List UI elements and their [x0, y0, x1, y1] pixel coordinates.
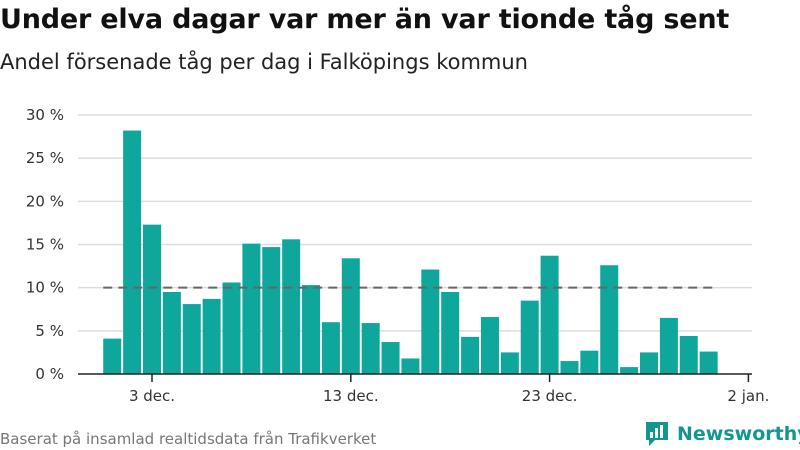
chart-subtitle: Andel försenade tåg per dag i Falköpings…: [0, 50, 528, 74]
bars: [103, 130, 718, 374]
bar: [421, 269, 440, 374]
bar: [262, 247, 281, 374]
bar: [123, 130, 142, 374]
chart-title: Under elva dagar var mer än var tionde t…: [0, 4, 730, 35]
bar: [182, 304, 201, 374]
bar: [341, 258, 360, 374]
bar: [143, 224, 161, 374]
bar: [600, 265, 619, 374]
bar: [699, 351, 718, 374]
y-axis-labels: 0 % 5 % 10 % 15 % 20 % 25 % 30 %: [26, 106, 64, 383]
bar: [162, 291, 181, 374]
source-note: Baserat på insamlad realtidsdata från Tr…: [0, 430, 377, 448]
bar: [401, 358, 420, 374]
bar: [520, 300, 539, 374]
brand-name: Newsworthy: [677, 423, 800, 445]
bar: [321, 322, 340, 374]
bar: [540, 255, 559, 374]
bar: [103, 338, 122, 374]
y-tick-label: 30 %: [26, 106, 64, 124]
bar: [500, 352, 519, 374]
y-tick-label: 25 %: [26, 149, 64, 167]
y-tick-label: 20 %: [26, 192, 64, 210]
bar: [222, 282, 241, 374]
y-tick-label: 15 %: [26, 236, 64, 254]
bar: [242, 243, 261, 374]
bar: [679, 336, 698, 374]
bar-chart: 0 % 5 % 10 % 15 % 20 % 25 % 30 % 3 dec. 13 dec.…: [26, 106, 769, 405]
bar: [640, 352, 658, 374]
x-tick-label: 3 dec.: [129, 387, 175, 405]
bar: [282, 239, 301, 374]
bar: [560, 361, 579, 374]
y-tick-label: 0 %: [35, 365, 64, 383]
bar: [441, 291, 460, 374]
bar: [302, 285, 321, 374]
x-tick-label: 23 dec.: [522, 387, 578, 405]
brand-logo: Newsworthy: [643, 420, 800, 448]
y-tick-label: 5 %: [35, 322, 64, 340]
x-tick-label: 2 jan.: [727, 387, 769, 405]
x-axis: 3 dec. 13 dec. 23 dec. 2 jan.: [78, 373, 769, 405]
bar: [580, 350, 599, 374]
x-tick-label: 13 dec.: [323, 387, 379, 405]
bar: [461, 336, 480, 374]
bar: [381, 342, 400, 374]
bar-chart-flag-icon: [646, 422, 668, 446]
bar: [480, 317, 499, 374]
bar: [361, 323, 380, 374]
bar: [659, 317, 678, 374]
bar: [202, 298, 221, 374]
bar: [620, 367, 639, 374]
y-tick-label: 10 %: [26, 279, 64, 297]
